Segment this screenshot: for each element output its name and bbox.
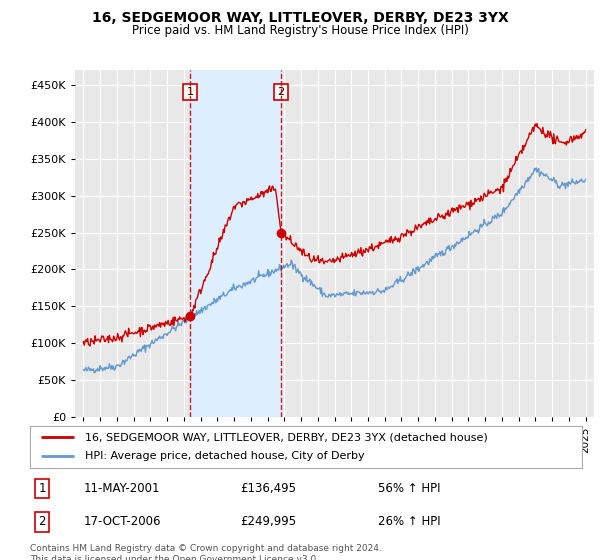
- Text: Contains HM Land Registry data © Crown copyright and database right 2024.
This d: Contains HM Land Registry data © Crown c…: [30, 544, 382, 560]
- Text: 16, SEDGEMOOR WAY, LITTLEOVER, DERBY, DE23 3YX: 16, SEDGEMOOR WAY, LITTLEOVER, DERBY, DE…: [92, 11, 508, 25]
- Text: Price paid vs. HM Land Registry's House Price Index (HPI): Price paid vs. HM Land Registry's House …: [131, 24, 469, 36]
- Text: 11-MAY-2001: 11-MAY-2001: [84, 482, 161, 495]
- Text: 26% ↑ HPI: 26% ↑ HPI: [378, 515, 440, 529]
- Text: 2: 2: [38, 515, 46, 529]
- Text: £249,995: £249,995: [240, 515, 296, 529]
- Text: 1: 1: [187, 87, 194, 97]
- Text: 56% ↑ HPI: 56% ↑ HPI: [378, 482, 440, 495]
- Text: 1: 1: [38, 482, 46, 495]
- Text: 17-OCT-2006: 17-OCT-2006: [84, 515, 161, 529]
- Text: 16, SEDGEMOOR WAY, LITTLEOVER, DERBY, DE23 3YX (detached house): 16, SEDGEMOOR WAY, LITTLEOVER, DERBY, DE…: [85, 432, 488, 442]
- Bar: [190, 70, 281, 417]
- Text: £136,495: £136,495: [240, 482, 296, 495]
- Text: 2: 2: [277, 87, 284, 97]
- Text: HPI: Average price, detached house, City of Derby: HPI: Average price, detached house, City…: [85, 451, 365, 461]
